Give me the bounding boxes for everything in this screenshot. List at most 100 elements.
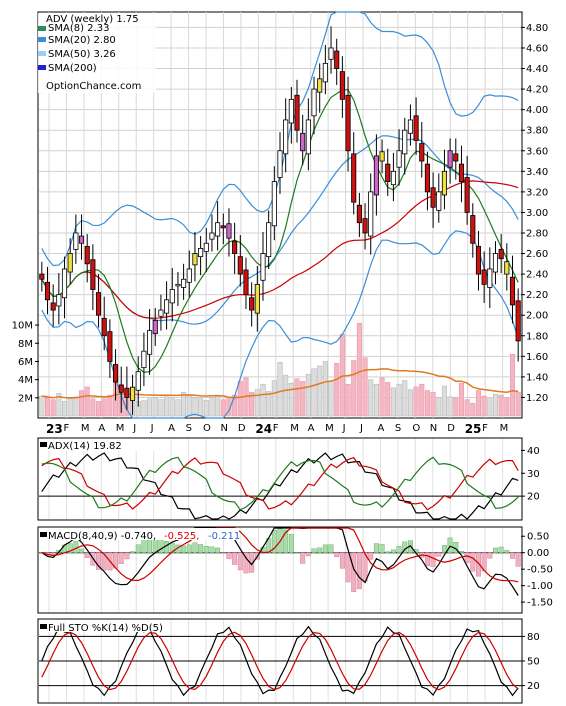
candle-body [379,151,385,162]
volume-bar [158,399,164,417]
x-tick-label: A [168,423,175,434]
volume-bar [294,378,300,417]
candle-body [277,150,283,178]
volume-bar [475,390,481,417]
x-tick-label: M [500,423,509,434]
volume-bar [61,401,68,417]
volume-tick-label: 10M [12,321,33,332]
volume-bar [498,394,504,417]
volume-bar [277,362,283,417]
sub-tick-label: 30 [527,469,540,480]
macd-histogram-bar [385,551,391,553]
volume-bar [96,401,102,417]
candle-body [351,153,357,203]
candle-body [305,119,311,155]
candle-body [186,268,192,283]
candle-body [164,299,170,314]
macd-panel: -1.50 -1.00 -0.50 0.00 0.50 MACD(8,40,9) -0.… [37,526,553,614]
candle-body [402,129,408,155]
sub-tick-label: -1.50 [527,598,553,609]
candle-body [209,232,215,240]
macd-histogram-bar [441,545,447,553]
sub-tick-label: -0.50 [527,565,553,576]
macd-histogram-bar [192,542,198,553]
volume-bar [351,360,357,417]
macd-axis: -1.50 -1.00 -0.50 0.00 0.50 [521,532,553,609]
macd-histogram-bar [379,544,385,553]
x-tick-label: 23 [46,422,63,436]
legend-title: ADV (weekly) 1.75 [46,14,139,25]
volume-bar [470,403,476,417]
macd-histogram-bar [470,552,476,572]
candle-body [509,276,516,306]
candle-body [441,170,448,196]
candle-body [169,289,175,304]
macd-histogram-bar [430,552,436,567]
candlesticks [39,26,521,415]
x-tick-label: A [98,423,105,434]
candle-body [498,249,504,260]
candle-body [124,387,130,398]
candle-body [373,155,379,196]
sub-tick-label: 0.00 [527,548,549,559]
price-tick-label: 3.60 [526,146,548,157]
x-tick-label: 24 [255,422,272,436]
legend-swatch-sma50 [38,51,46,56]
x-tick-label: O [203,423,211,434]
candle-body [413,115,419,141]
candle-body [453,153,459,162]
macd-hist-label: -0.211 [208,531,240,542]
candle-body [283,119,289,155]
macd-histogram-bar [424,552,430,567]
candle-body [487,268,493,288]
macd-histogram-bar [305,552,311,557]
macd-histogram-bar [487,552,493,559]
legend-sma50: SMA(50) 3.26 [48,49,116,60]
volume-bar [249,392,255,417]
candle-body [322,62,328,83]
macd-histogram-bar [368,552,374,560]
macd-histogram-bar [476,552,481,577]
macd-histogram [39,528,521,592]
volume-bar [373,383,379,417]
di-minus-line [41,456,519,511]
volume-bar [203,400,209,417]
candle-body [107,331,113,362]
volume-bar [300,381,306,417]
volume-bar [413,386,419,417]
volume-bar [260,383,266,417]
macd-histogram-bar [436,552,442,557]
candle-body [152,319,158,335]
volume-bar [271,380,277,417]
x-tick-label: N [430,423,437,434]
candle-body [356,204,362,224]
candle-body [311,88,317,117]
price-tick-label: 2.80 [526,228,548,239]
x-tick-label: F [482,423,488,434]
macd-histogram-bar [124,552,130,560]
candle-body [147,330,153,355]
candle-body [481,269,487,285]
candle-body [334,50,340,69]
price-tick-label: 2.20 [526,290,548,301]
macd-histogram-bar [328,544,334,553]
x-tick-label: A [377,423,384,434]
candle-body [175,283,181,287]
macd-histogram-bar [271,529,277,553]
price-tick-label: 1.20 [526,393,548,404]
volume-bar [56,393,62,417]
volume-bar [379,377,385,417]
macd-histogram-bar [458,551,464,553]
macd-histogram-bar [130,551,136,553]
volume-bar [198,398,204,417]
volume-bar [515,392,521,417]
price-tick-label: 4.40 [526,64,548,75]
volume-bar [368,379,374,417]
sto-grid [39,620,521,702]
legend-swatch-sma20 [38,37,46,42]
volume-bar [334,363,340,417]
volume-bar [44,397,51,417]
volume-bar [266,391,272,417]
volume-bar [237,381,243,417]
macd-histogram-bar [345,552,351,583]
